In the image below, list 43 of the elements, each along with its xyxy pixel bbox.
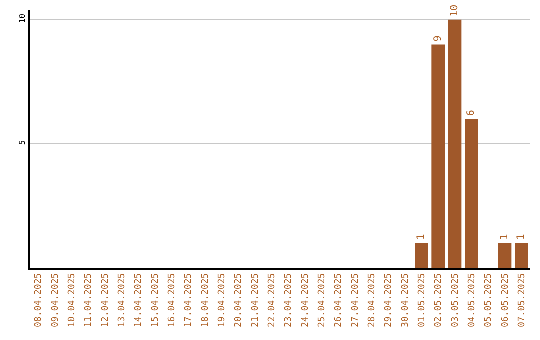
x-tick-label: 01.05.2025 (418, 273, 428, 328)
x-tick-label: 02.05.2025 (434, 273, 444, 328)
bar (415, 243, 428, 268)
x-tick-label: 27.04.2025 (350, 273, 361, 328)
x-tick-label: 17.04.2025 (184, 273, 194, 328)
x-tick-label: 09.04.2025 (50, 273, 61, 328)
x-tick-label: 25.04.2025 (318, 273, 328, 328)
bar (465, 119, 478, 268)
x-tick-label: 20.04.2025 (234, 273, 244, 328)
bar (432, 44, 445, 268)
x-tick-label: 07.05.2025 (518, 273, 528, 328)
bar (515, 243, 528, 268)
x-tick-label: 15.04.2025 (150, 273, 161, 328)
x-tick-label: 21.04.2025 (250, 273, 261, 328)
x-tick-label: 26.04.2025 (334, 273, 344, 328)
x-tick-label: 23.04.2025 (284, 273, 294, 328)
x-tick-label: 04.05.2025 (468, 273, 478, 328)
x-tick-label: 03.05.2025 (450, 273, 461, 328)
x-tick-label: 30.04.2025 (400, 273, 411, 328)
data-label: 6 (466, 110, 478, 116)
x-tick-label: 29.04.2025 (384, 273, 394, 328)
x-tick-label: 05.05.2025 (484, 273, 494, 328)
x-tick-label: 08.04.2025 (34, 273, 44, 328)
bar (448, 20, 462, 268)
x-tick-label: 18.04.2025 (200, 273, 211, 328)
x-tick-label: 11.04.2025 (84, 273, 94, 328)
data-label: 1 (416, 234, 428, 240)
x-tick-label: 12.04.2025 (100, 273, 111, 328)
x-tick-label: 14.04.2025 (134, 273, 144, 328)
y-tick-label: 5 (18, 140, 28, 146)
x-tick-label: 16.04.2025 (168, 273, 178, 328)
x-tick-label: 24.04.2025 (300, 273, 311, 328)
x-tick-label: 10.04.2025 (68, 273, 78, 328)
x-tick-label: 13.04.2025 (118, 273, 128, 328)
x-tick-label: 06.05.2025 (500, 273, 511, 328)
data-label: 9 (432, 36, 444, 42)
data-label: 1 (500, 234, 510, 240)
x-tick-label: 19.04.2025 (218, 273, 228, 328)
bar (498, 243, 512, 268)
data-label: 10 (450, 4, 460, 17)
x-tick-label: 22.04.2025 (268, 273, 278, 328)
data-label: 1 (516, 234, 528, 240)
x-tick-label: 28.04.2025 (368, 273, 378, 328)
